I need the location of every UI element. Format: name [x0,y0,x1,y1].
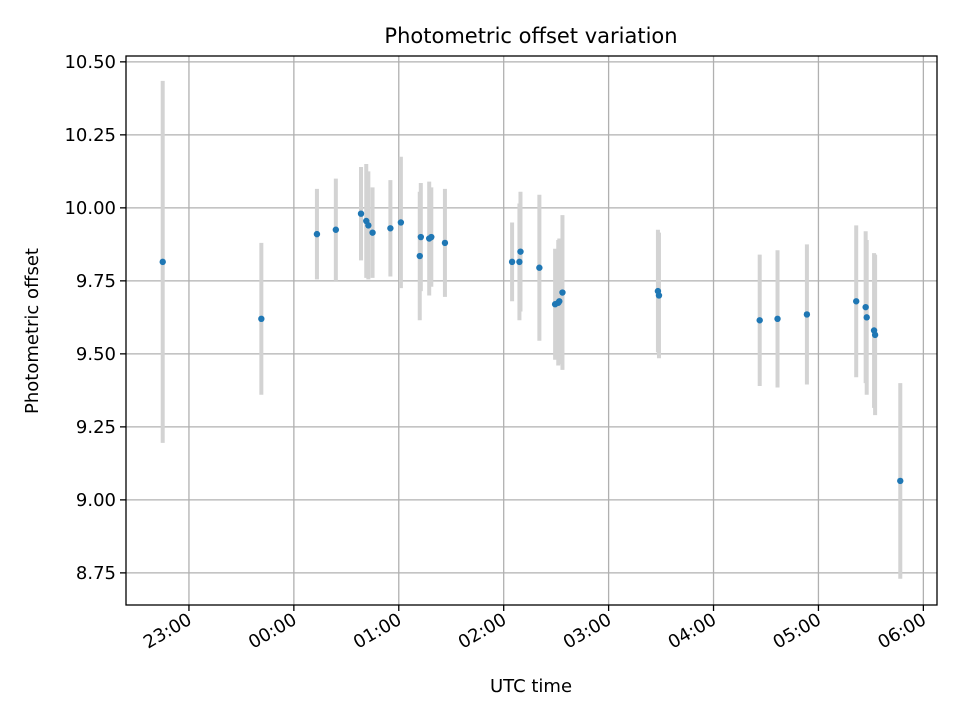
chart-title: Photometric offset variation [384,24,677,48]
grid-layer [126,56,937,605]
point-layer [159,210,904,485]
data-point [853,298,860,305]
data-point [756,317,763,324]
data-point [517,248,524,255]
data-point [417,233,425,241]
data-point [536,264,543,271]
y-tick-label: 9.50 [76,344,116,365]
data-point [508,258,516,266]
data-point [559,289,566,296]
tick-layer: 23:00 00:00 01:00 02:00 03:00 04:00 05:00 06:00… [64,52,929,653]
x-axis-title: UTC time [490,676,572,697]
y-tick-label: 9.25 [76,417,116,438]
data-point [416,252,423,260]
data-point [441,239,449,247]
y-tick-label: 9.75 [76,271,116,292]
data-point [774,315,781,323]
data-point [863,314,870,321]
x-tick-label: 23:00 [140,609,195,653]
data-point [397,219,405,226]
data-point [516,258,523,266]
y-tick-label: 9.00 [76,490,116,511]
x-tick-label: 03:00 [560,609,615,653]
data-point [258,315,265,323]
data-point [655,292,663,299]
data-point [387,225,394,232]
y-tick-label: 10.25 [64,125,116,146]
x-tick-label: 06:00 [874,609,929,653]
plot-frame [125,55,938,606]
data-point [862,303,869,311]
errorbar-layer [160,80,903,579]
data-point [159,258,166,266]
x-tick-label: 05:00 [770,609,825,653]
x-tick-label: 01:00 [350,609,405,653]
y-tick-label: 8.75 [76,563,116,584]
data-point [803,311,811,318]
data-point [357,210,365,217]
x-tick-label: 00:00 [245,609,300,653]
data-point [313,230,321,238]
data-point [369,229,376,236]
data-point [365,222,372,229]
y-tick-label: 10.50 [64,52,116,73]
data-point [556,298,563,305]
x-tick-label: 02:00 [455,609,510,653]
y-axis-title: Photometric offset [22,248,43,414]
data-point [332,226,340,233]
data-point [871,331,879,339]
data-point [428,233,435,241]
x-tick-label: 04:00 [665,609,720,653]
y-tick-label: 10.00 [64,198,116,219]
data-point [897,477,904,485]
